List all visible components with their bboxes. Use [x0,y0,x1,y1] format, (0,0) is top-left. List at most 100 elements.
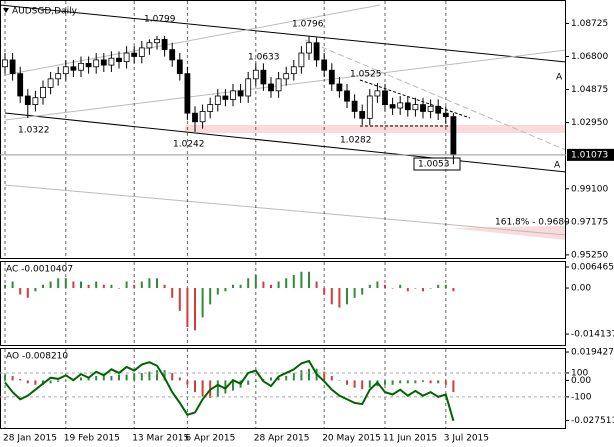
histogram-bar [452,380,455,393]
histogram-bar [285,376,288,381]
histogram-bar [64,278,67,289]
current-price-box [567,148,614,161]
histogram-bar [444,284,447,289]
y-tick-label: 0.00 [571,376,591,386]
y-tick-label: 1.04875 [571,85,608,95]
candle-body [283,73,290,80]
candle-body [450,116,457,156]
histogram-bar [140,373,143,381]
y-tick-label: 0.99100 [571,184,608,194]
histogram-bar [80,377,82,381]
price-pane [0,0,566,259]
candle-body [40,87,46,99]
annotation: 1.0322 [18,126,50,136]
histogram-bar [262,281,265,289]
candle-body [245,78,252,97]
histogram-bar [148,278,151,289]
candle-body [207,104,214,112]
candle-body [351,100,358,112]
candle-body [427,105,434,112]
x-tick-label: 3 Jul 2015 [444,434,489,444]
candle-body [2,59,8,68]
histogram-bar [171,288,174,298]
histogram-bar [80,281,82,289]
histogram-bar [224,380,227,394]
histogram-bar [118,374,120,381]
histogram-bar [330,288,333,305]
y-tick-label: -0.014137 [571,330,614,340]
histogram-bar [300,271,303,289]
y-tick-label: 0.95250 [571,250,608,260]
histogram-bar [110,376,113,381]
histogram-bar [125,281,128,289]
candle-body [382,90,388,105]
trendline [4,112,567,173]
ac-pane [0,261,566,346]
candle-body [268,83,274,92]
histogram-bar [452,288,455,292]
chart-title: AUDSGD,Daily [12,7,78,17]
histogram-bar [11,376,14,381]
x-tick-label: 11 Jun 2015 [383,434,437,444]
histogram-bar [254,275,257,289]
histogram-bar [368,284,371,289]
histogram-bar [277,377,280,381]
histogram-bar [95,281,98,289]
candle-body [214,95,221,105]
histogram-bar [353,288,356,298]
histogram-bar [406,380,409,384]
candle-body [62,66,69,75]
histogram-bar [323,371,326,381]
annotation-box [413,157,461,171]
histogram-bar [270,284,272,289]
candle-body [24,95,31,105]
x-tick-label: 19 Feb 2015 [64,434,120,444]
candle-body [85,62,92,68]
histogram-bar [361,288,364,295]
histogram-bar [384,284,386,289]
histogram-bar [186,288,189,328]
histogram-bar [64,380,67,381]
histogram-bar [414,380,417,384]
histogram-bar [163,370,166,381]
candle-body [32,97,39,105]
histogram-bar [178,377,181,381]
pane-title: AO -0.008210 [6,352,68,362]
candle-body [9,59,16,75]
y-tick-label: 1.02950 [571,118,608,128]
histogram-bar [399,380,402,384]
histogram-bar [201,380,204,397]
histogram-bar [277,281,280,289]
histogram-bar [201,288,204,318]
x-tick-label: 28 Apr 2015 [254,434,310,444]
candle-body [420,104,426,112]
candle-body [321,59,328,71]
candle-body [70,66,77,71]
histogram-bar [368,380,371,388]
y-tick-label: 1.06800 [571,52,608,62]
trendline [4,4,381,76]
histogram-bar [338,380,341,381]
histogram-bar [254,380,257,382]
histogram-bar [110,284,113,289]
histogram-bar [4,284,6,289]
trendline [4,184,567,236]
candle-body [199,111,206,123]
histogram-bar [34,288,37,292]
annotation: 161.8% - 0.9680 [495,218,570,228]
histogram-bar [133,284,136,289]
candle-body [55,73,62,80]
histogram-bar [171,373,174,381]
histogram-bar [87,284,90,289]
annotation: A [556,73,563,83]
histogram-bar [26,288,29,298]
histogram-bar [308,271,310,289]
trendline [0,4,567,63]
candle-body [184,73,191,114]
histogram-bar [429,288,432,289]
histogram-bar [11,281,14,289]
histogram-bar [156,370,158,381]
candle-body [192,112,198,123]
histogram-bar [216,288,219,295]
candle-body [123,52,130,63]
